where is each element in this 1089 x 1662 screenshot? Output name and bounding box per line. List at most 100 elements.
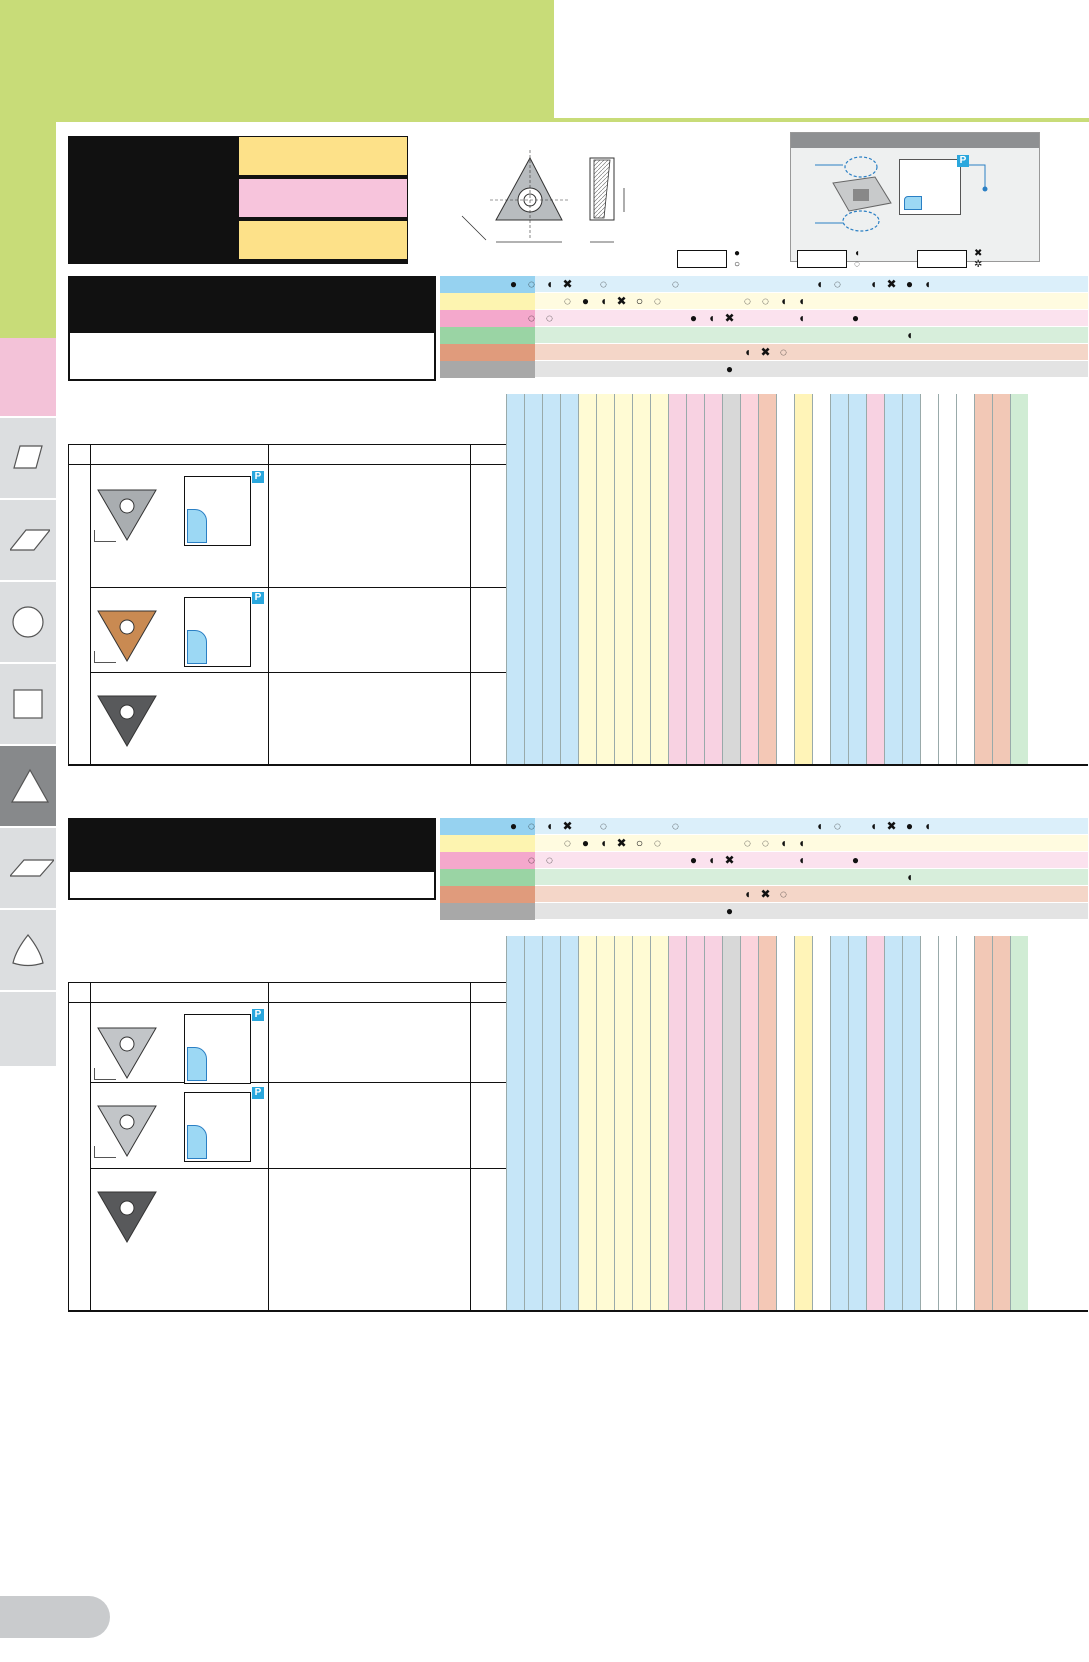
material-mark: ◌ [527, 819, 536, 833]
sidebar-tab-square[interactable] [0, 664, 56, 746]
grade-column [974, 936, 992, 1310]
material-row: ◖ ✖ ◌ [440, 344, 1088, 361]
grade-column [596, 394, 614, 764]
material-mark: ◌ [527, 853, 536, 867]
grid-vline [68, 982, 69, 1310]
inset-chart [899, 159, 961, 215]
grade-column [542, 936, 560, 1310]
grid-vline [776, 394, 777, 764]
chipbreaker-badge: P [252, 1087, 264, 1099]
grid-vline [470, 444, 471, 764]
grid-vline [830, 936, 831, 1310]
material-mark: ✖ [724, 311, 735, 325]
material-mark: ◌ [761, 836, 770, 850]
sidebar-tab-parallelogram[interactable] [0, 418, 56, 500]
section-1-header [68, 276, 436, 381]
edge-icon [94, 651, 116, 663]
section-1-subheader [70, 333, 434, 379]
material-mark: ◖ [743, 345, 752, 359]
chipbreaker-badge: P [252, 1009, 264, 1021]
section-2-subheader [70, 872, 434, 898]
grid-vline [506, 394, 507, 764]
grid-vline [596, 936, 597, 1310]
insert-photo-icon [815, 156, 892, 232]
material-mark: ◌ [743, 294, 752, 308]
edge-icon [94, 1068, 116, 1080]
grade-column [866, 936, 884, 1310]
sidebar-tab-rhombus[interactable] [0, 500, 56, 582]
grade-column [560, 936, 578, 1310]
sidebar-tab-circle[interactable] [0, 582, 56, 664]
material-mark: ○ [635, 836, 644, 850]
grade-column [938, 394, 956, 764]
material-matrix-1: ● ◌ ◖ ✖ ◌ ◌ ◖ ◌ ◖ ✖ ● ◖ ◌ ● ◖ ✖ ○ ◌ ◌ ◌ ◖ ◖ ◌ ◌ ● ◖ ✖ ◖ ● ◖ ◖ ✖ ◌ ● [440, 276, 1088, 378]
section-2-header [68, 818, 436, 900]
material-mark: ◌ [527, 277, 536, 291]
material-mark: ✖ [886, 819, 897, 833]
material-row-swatch [440, 293, 535, 310]
material-mark: ◖ [797, 836, 806, 850]
material-mark: ◖ [815, 819, 824, 833]
material-mark: ● [689, 311, 698, 325]
material-mark: ● [581, 836, 590, 850]
chipbreaker-chart: P [184, 1009, 264, 1084]
key-box-1 [677, 250, 727, 268]
material-row: ◖ [440, 869, 1088, 886]
sidebar-tab-parallelogram-flat[interactable] [0, 828, 56, 910]
triangle-icon [10, 768, 50, 803]
grid-vline [866, 394, 867, 764]
material-mark: ◖ [797, 853, 806, 867]
material-mark: ◖ [707, 853, 716, 867]
grade-column [812, 394, 830, 764]
material-mark: ✖ [760, 345, 771, 359]
material-mark: ◌ [833, 277, 842, 291]
grid-vline [650, 394, 651, 764]
grid-vline [830, 394, 831, 764]
grade-column [794, 394, 812, 764]
trigon-icon [12, 934, 44, 967]
chipbreaker-chart: P [184, 1087, 264, 1162]
grade-column [668, 394, 686, 764]
grid-row-divider [90, 1168, 506, 1169]
grade-column [632, 936, 650, 1310]
grid-2-header-row [68, 982, 538, 1003]
grade-column [740, 394, 758, 764]
grid-vline [794, 394, 795, 764]
grid-vline [650, 936, 651, 1310]
sidebar-tab-trigon[interactable] [0, 910, 56, 992]
sidebar-tab-pink[interactable] [0, 338, 56, 418]
grid-vline [90, 444, 91, 764]
grid-vline [704, 936, 705, 1310]
grade-column [830, 394, 848, 764]
grid-row-divider [90, 1082, 506, 1083]
material-mark: ◖ [545, 819, 554, 833]
material-mark: ◖ [905, 328, 914, 342]
grade-column [650, 394, 668, 764]
material-mark: ◌ [599, 819, 608, 833]
grid-vline [938, 936, 939, 1310]
material-row-swatch [440, 903, 535, 920]
parallelogram-icon [13, 445, 43, 469]
grade-column [632, 394, 650, 764]
grade-column [812, 936, 830, 1310]
grid-vline [1010, 936, 1011, 1310]
chipbreaker-area [187, 1047, 207, 1081]
grade-column [740, 936, 758, 1310]
chipbreaker-area [187, 509, 207, 543]
material-mark: ✖ [616, 836, 627, 850]
material-row: ◌ ● ◖ ✖ ○ ◌ ◌ ◌ ◖ ◖ [440, 835, 1088, 852]
material-row-swatch [440, 886, 535, 903]
grid-vline [524, 936, 525, 1310]
grid-vline [560, 394, 561, 764]
material-mark: ✖ [562, 277, 573, 291]
grid-vline [884, 936, 885, 1310]
material-row-swatch [440, 869, 535, 886]
grid-vline [632, 394, 633, 764]
material-mark: ◖ [797, 311, 806, 325]
grid-vline [722, 936, 723, 1310]
grade-column [614, 394, 632, 764]
sidebar-tab-triangle[interactable] [0, 746, 56, 828]
material-mark: ◖ [905, 870, 914, 884]
material-mark: ◖ [599, 294, 608, 308]
